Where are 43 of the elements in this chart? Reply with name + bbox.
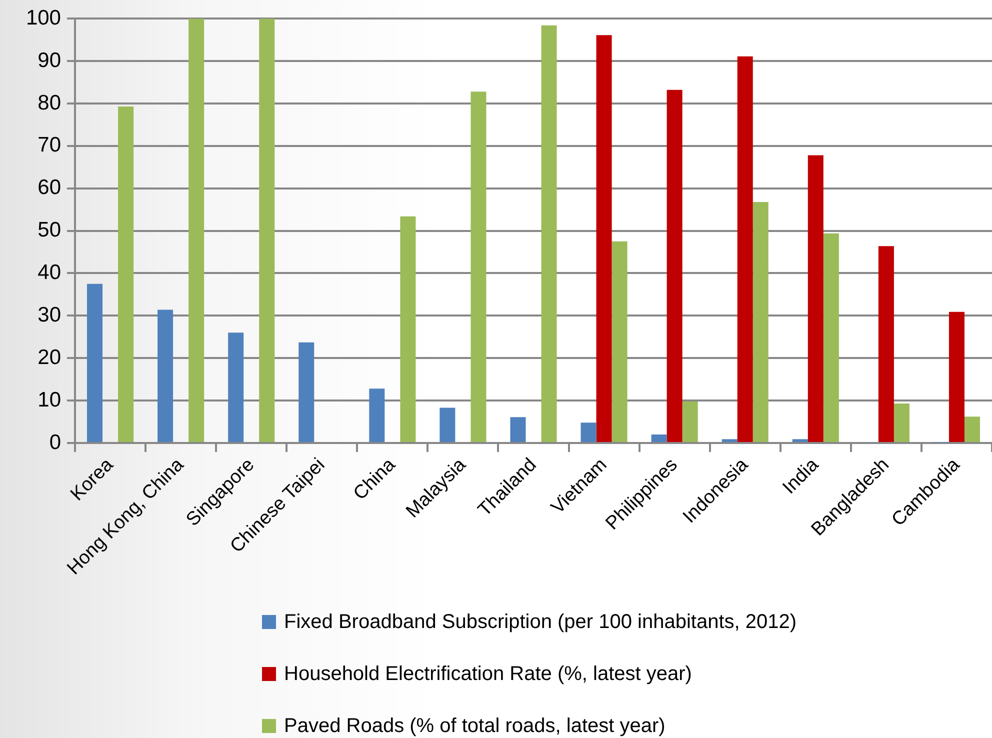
- bar: [510, 417, 526, 442]
- y-tick-label: 80: [38, 91, 61, 114]
- bar: [440, 408, 456, 442]
- bar: [470, 92, 486, 442]
- bar: [580, 422, 596, 442]
- bar: [612, 241, 628, 442]
- bar: [808, 155, 824, 442]
- legend-label: Paved Roads (% of total roads, latest year): [284, 714, 666, 738]
- bar: [823, 233, 839, 442]
- y-tick-label: 30: [38, 303, 61, 326]
- legend-label: Household Electrification Rate (%, latest year): [284, 662, 692, 686]
- bar: [722, 439, 738, 442]
- bar: [188, 18, 204, 442]
- bar: [964, 416, 980, 442]
- bar: [737, 56, 753, 442]
- bar: [666, 90, 682, 442]
- y-tick-label: 10: [38, 388, 61, 412]
- y-tick-label: 90: [38, 48, 61, 72]
- bar: [369, 388, 385, 442]
- y-tick-label: 20: [38, 346, 61, 369]
- y-tick-label: 0: [49, 430, 61, 454]
- bar: [651, 434, 667, 442]
- y-tick-label: 60: [38, 176, 61, 200]
- bar: [878, 246, 894, 442]
- bar: [228, 332, 244, 442]
- bar: [118, 106, 134, 442]
- bar: [259, 18, 275, 442]
- bar: [948, 312, 964, 442]
- y-tick-label: 50: [38, 218, 61, 242]
- bar: [682, 401, 698, 442]
- bar: [541, 25, 557, 442]
- bar: [400, 216, 416, 442]
- bar: [158, 310, 174, 442]
- y-tick-label: 40: [38, 261, 61, 284]
- bar: [752, 202, 768, 442]
- y-tick-label: 100: [26, 6, 61, 30]
- bar: [894, 404, 910, 442]
- bar: [298, 342, 314, 442]
- bar: [86, 284, 103, 442]
- legend-label: Fixed Broadband Subscription (per 100 inhabitants, 2012): [284, 610, 797, 634]
- bar: [792, 439, 808, 442]
- y-tick-label: 70: [38, 134, 61, 157]
- bar: [596, 35, 612, 442]
